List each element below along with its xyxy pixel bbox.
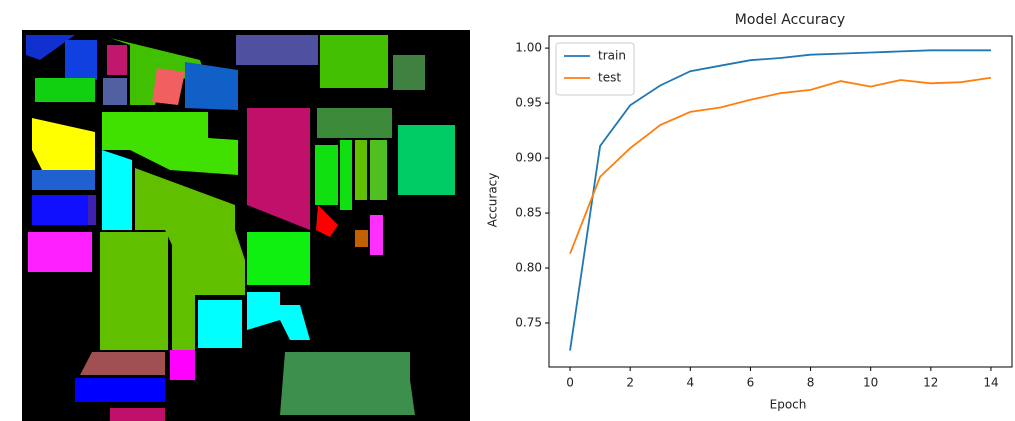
map-region	[236, 35, 318, 65]
map-region	[28, 232, 92, 272]
map-region	[32, 170, 95, 190]
map-region	[172, 295, 195, 350]
map-region	[198, 300, 242, 348]
map-region	[35, 78, 95, 102]
y-tick-label: 0.75	[515, 316, 542, 330]
map-region	[317, 108, 392, 138]
map-region	[355, 140, 367, 200]
y-tick-label: 0.90	[515, 151, 542, 165]
map-region	[102, 150, 132, 230]
map-region	[75, 378, 165, 402]
map-region	[32, 195, 88, 225]
screen: Model Accuracy Epoch Accuracy 0.75 0.80 0.…	[0, 0, 1015, 421]
map-region	[340, 140, 352, 210]
y-axis-label: Accuracy	[486, 173, 500, 228]
map-region	[370, 140, 387, 200]
y-tick-label: 0.80	[515, 261, 542, 275]
x-tick-label: 2	[626, 376, 634, 390]
chart-title: Model Accuracy	[735, 12, 845, 28]
map-region	[100, 232, 168, 350]
map-region	[247, 232, 310, 285]
y-tick-label: 1.00	[515, 41, 542, 55]
map-region	[280, 352, 415, 415]
legend-label: train	[598, 49, 626, 63]
map-region	[65, 40, 97, 80]
y-tick-label: 0.95	[515, 96, 542, 110]
map-region	[370, 215, 383, 255]
x-tick-label: 14	[983, 376, 998, 390]
x-tick-label: 12	[923, 376, 938, 390]
x-tick-label: 4	[686, 376, 694, 390]
map-region	[185, 62, 238, 110]
x-axis-label: Epoch	[770, 398, 807, 412]
map-region	[110, 408, 165, 421]
classification-map	[22, 30, 470, 421]
map-region	[398, 125, 455, 195]
legend-label: test	[598, 71, 621, 85]
x-tick-label: 0	[566, 376, 574, 390]
y-tick-label: 0.85	[515, 206, 542, 220]
map-region	[393, 55, 425, 90]
map-region	[80, 352, 165, 375]
line-series	[570, 50, 991, 350]
map-region	[103, 78, 127, 105]
map-region	[88, 195, 96, 225]
map-region	[170, 350, 195, 380]
map-region	[355, 230, 368, 247]
x-tick-label: 6	[747, 376, 755, 390]
x-tick-label: 10	[863, 376, 878, 390]
map-region	[320, 35, 388, 88]
map-region	[107, 45, 127, 75]
map-region	[315, 145, 338, 205]
x-tick-label: 8	[807, 376, 815, 390]
